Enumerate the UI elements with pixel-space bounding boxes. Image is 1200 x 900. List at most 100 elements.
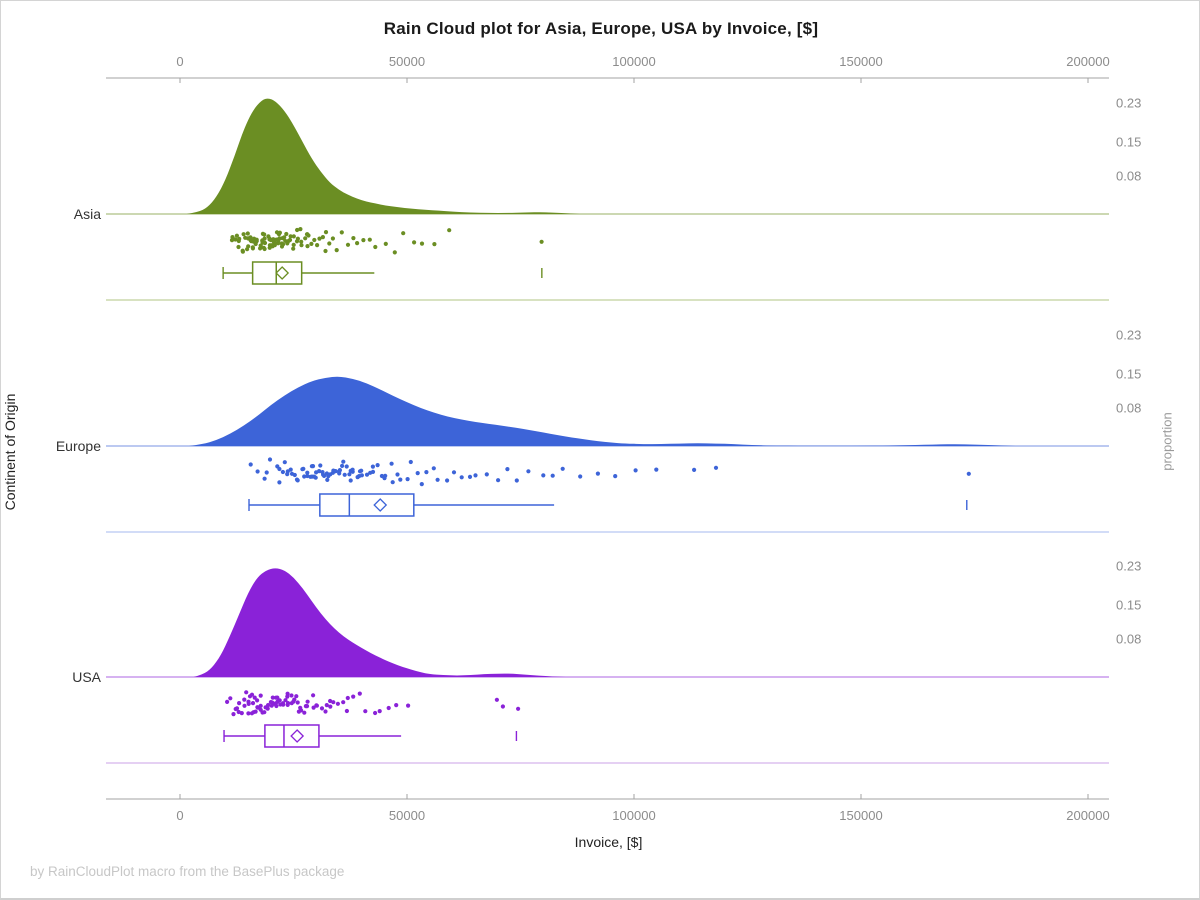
rain-dot	[291, 246, 296, 251]
rain-dot	[351, 236, 356, 241]
rain-dot	[383, 241, 388, 246]
proportion-tick-label: 0.15	[1116, 597, 1142, 613]
rain-dot	[308, 474, 313, 479]
rain-dot	[270, 695, 275, 700]
rain-dot	[341, 459, 346, 464]
proportion-tick-label: 0.08	[1116, 631, 1142, 647]
rain-dot	[258, 703, 263, 709]
rain-dot	[484, 472, 489, 477]
rain-dot	[357, 691, 362, 696]
rain-dot	[314, 703, 319, 708]
rain-dot	[262, 246, 267, 252]
rain-dot	[323, 230, 329, 235]
rain-dot	[394, 703, 399, 708]
rain-dot	[445, 478, 450, 483]
rain-dot	[276, 241, 281, 246]
mean-diamond-europe	[373, 498, 388, 512]
rain-dot	[447, 228, 452, 233]
rain-dot	[500, 704, 505, 709]
rain-dot	[375, 463, 380, 468]
rain-dot	[262, 236, 267, 241]
rain-dot	[250, 701, 256, 706]
y-axis-label-right: proportion	[1159, 412, 1175, 471]
rain-dot	[253, 709, 258, 714]
proportion-tick-label: 0.23	[1116, 558, 1142, 574]
rain-dot	[292, 472, 297, 478]
rain-dot	[294, 694, 299, 699]
rain-dot	[357, 469, 363, 474]
rain-dot	[301, 466, 306, 471]
rain-dot	[237, 701, 242, 706]
rain-dot	[377, 709, 382, 714]
rain-dot	[323, 709, 328, 714]
rain-dot	[291, 234, 296, 239]
category-label-asia: Asia	[73, 206, 101, 222]
rain-dot	[328, 704, 333, 709]
rain-dot	[242, 703, 247, 708]
box-europe	[319, 493, 415, 517]
rain-dot	[373, 244, 378, 250]
rain-dot	[245, 231, 250, 236]
x-tick-label-bottom: 50000	[388, 808, 426, 823]
rain-dot	[578, 474, 583, 479]
density-area-asia	[186, 98, 580, 214]
x-tick-label-top: 100000	[612, 54, 656, 69]
rain-dot	[312, 237, 317, 243]
rain-dot	[345, 695, 350, 701]
rain-dot	[359, 473, 364, 478]
rain-dot	[267, 245, 272, 250]
rain-dot	[258, 693, 263, 698]
rain-dot	[288, 234, 293, 239]
rain-dot	[317, 236, 322, 241]
rain-dot	[229, 238, 235, 243]
rain-dot	[291, 699, 296, 704]
rain-dot	[265, 706, 270, 711]
rain-dot	[328, 698, 333, 704]
rain-dot	[302, 710, 307, 715]
rain-dot	[334, 248, 339, 253]
rain-dot	[406, 703, 411, 708]
rain-dot	[451, 470, 457, 475]
rain-dot	[295, 478, 300, 483]
rain-dot	[305, 232, 310, 237]
rain-dot	[285, 241, 290, 246]
rain-dot	[281, 242, 286, 247]
rain-dot	[370, 469, 376, 474]
rain-dot	[284, 231, 289, 237]
rain-dot	[260, 231, 265, 236]
rain-dot	[314, 470, 319, 475]
rain-dot	[250, 246, 255, 251]
rain-dot	[311, 693, 316, 698]
chart-title: Rain Cloud plot for Asia, Europe, USA by…	[383, 19, 819, 38]
rain-dot	[550, 473, 555, 478]
rain-dot	[269, 703, 274, 708]
proportion-tick-label: 0.08	[1116, 400, 1142, 416]
rain-dot	[273, 695, 279, 700]
proportion-tick-label: 0.23	[1116, 95, 1142, 111]
rain-dot	[494, 697, 499, 702]
rain-dot	[435, 477, 440, 482]
rain-dot	[258, 243, 263, 248]
rain-dot	[541, 473, 546, 478]
rain-points-usa	[225, 690, 521, 717]
rain-dot	[514, 478, 519, 483]
rain-dot	[319, 706, 325, 711]
rain-dot	[313, 475, 318, 480]
rain-dot	[295, 236, 300, 241]
rain-dot	[242, 697, 247, 702]
rain-dot	[419, 241, 425, 246]
x-tick-label-top: 50000	[388, 54, 426, 69]
rain-points-europe	[248, 457, 971, 487]
rain-dot	[342, 472, 347, 477]
rain-dot	[408, 459, 413, 465]
rain-dot	[412, 240, 417, 245]
rain-dot	[324, 703, 329, 708]
rain-dot	[320, 470, 325, 475]
rain-dot	[966, 471, 971, 476]
rain-dot	[264, 470, 269, 475]
rain-dot	[348, 478, 353, 483]
x-axis-label: Invoice, [$]	[574, 834, 643, 850]
proportion-tick-label: 0.08	[1116, 168, 1142, 184]
density-area-europe	[189, 376, 1016, 446]
